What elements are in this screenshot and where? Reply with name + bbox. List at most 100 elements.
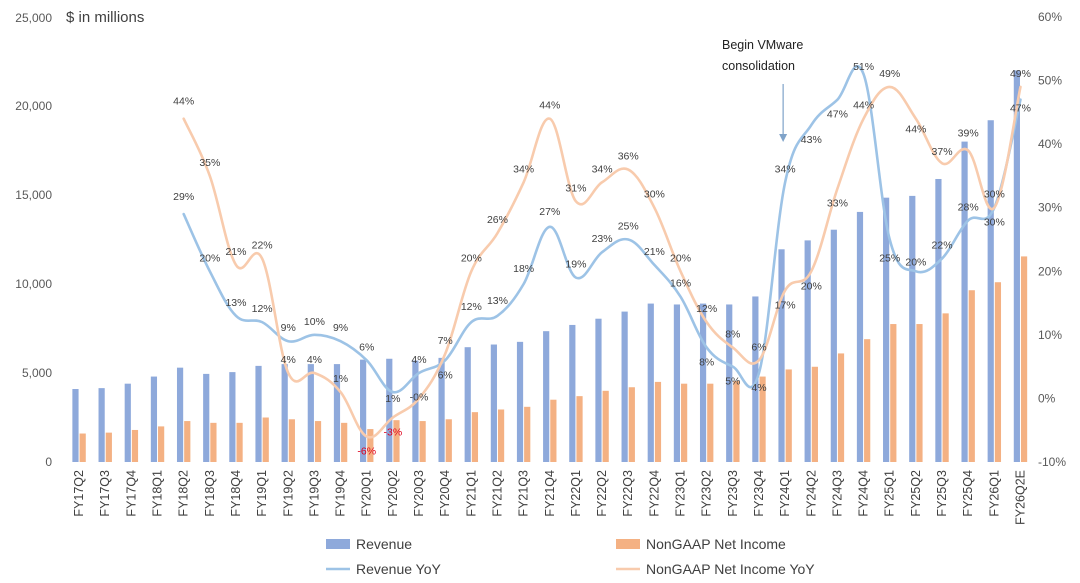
net-income-yoy-label: 34% [592, 163, 613, 175]
bar-series [72, 70, 1028, 463]
category-label: FY25Q1 [883, 470, 897, 517]
revenue-bar [203, 373, 210, 462]
revenue-yoy-label: 25% [618, 221, 639, 233]
category-label: FY26Q2E [1013, 470, 1027, 525]
revenue-yoy-label: 10% [304, 316, 325, 328]
revenue-yoy-label: 18% [513, 263, 534, 275]
revenue-yoy-label: 4% [411, 354, 426, 366]
legend-swatch [616, 539, 640, 549]
revenue-bar [333, 364, 341, 462]
net-income-bar [759, 376, 766, 462]
net-income-yoy-label: 37% [932, 146, 953, 158]
category-label: FY23Q2 [700, 470, 714, 517]
revenue-bar [72, 389, 79, 462]
data-labels: 29% 20% 13% 12% 9% 10% 9% 6% 1% 4% 6% 12% 13% 18% 27% 1… [173, 61, 1031, 457]
revenue-bar [699, 303, 707, 462]
net-income-bar [942, 313, 949, 462]
legend-label: Revenue YoY [356, 561, 442, 577]
net-income-bar [288, 419, 295, 462]
category-label: FY17Q2 [72, 470, 86, 517]
category-label: FY21Q1 [464, 470, 478, 517]
net-income-yoy-label: 17% [775, 299, 796, 311]
revenue-bar [124, 383, 131, 462]
net-income-yoy-label: 33% [827, 198, 848, 210]
net-income-bar [314, 421, 322, 462]
revenue-yoy-label: 29% [173, 191, 194, 203]
net-income-bar [393, 420, 400, 462]
net-income-bar [131, 429, 139, 462]
category-label: FY23Q4 [752, 470, 766, 517]
net-income-yoy-label: 39% [958, 128, 979, 140]
net-income-bar [105, 432, 112, 462]
revenue-bar [621, 311, 628, 462]
net-income-yoy-label: 4% [281, 354, 296, 366]
net-income-yoy-label: 21% [225, 246, 246, 258]
revenue-yoy-label: 16% [670, 278, 691, 290]
net-income-yoy-label: 44% [905, 124, 926, 136]
revenue-bar [909, 195, 916, 462]
category-label: FY23Q3 [726, 470, 740, 517]
net-income-yoy-line [182, 85, 1022, 439]
revenue-bar [726, 304, 733, 462]
net-income-bar [811, 366, 818, 462]
category-label: FY22Q4 [647, 470, 661, 517]
revenue-bar [281, 364, 288, 462]
legend: Revenue NonGAAP Net Income Revenue YoY NonG… [326, 536, 815, 577]
net-income-bar [497, 409, 505, 462]
category-label: FY20Q1 [360, 470, 374, 517]
right-axis: -10% 0% 10% 20% 30% 40% 50% 60% [1038, 10, 1066, 469]
category-label: FY20Q4 [438, 470, 452, 517]
right-tick-label: 50% [1038, 74, 1062, 88]
net-income-bar [994, 282, 1002, 462]
revenue-yoy-label: 47% [1010, 103, 1031, 115]
net-income-bar [79, 433, 86, 462]
revenue-bar [830, 229, 837, 462]
net-income-yoy-label: 8% [725, 329, 740, 341]
category-label: FY19Q2 [281, 470, 295, 517]
right-tick-label: -10% [1038, 455, 1066, 469]
net-income-yoy-label: 31% [565, 182, 586, 194]
net-income-bar [367, 429, 374, 462]
revenue-bar [987, 120, 994, 463]
net-income-bar [707, 383, 714, 462]
net-income-yoy-label: 26% [487, 214, 508, 226]
net-income-bar [184, 421, 191, 462]
category-label: FY23Q1 [674, 470, 688, 517]
revenue-yoy-label: 30% [984, 189, 1005, 201]
net-income-bar [864, 339, 871, 462]
left-tick-label: 25,000 [15, 11, 52, 25]
revenue-bar [961, 141, 968, 462]
left-tick-label: 10,000 [15, 277, 52, 291]
revenue-yoy-label: 9% [333, 322, 348, 334]
category-label: FY19Q4 [334, 470, 348, 517]
net-income-yoy-label: 12% [696, 303, 717, 315]
revenue-yoy-label: 43% [801, 134, 822, 146]
net-income-yoy-label: 34% [513, 163, 534, 175]
annotation-arrow-head [779, 134, 788, 142]
net-income-yoy-label: 49% [879, 68, 900, 80]
net-income-bar [210, 422, 217, 462]
revenue-yoy-line [182, 65, 1022, 394]
net-income-yoy-label: 20% [801, 280, 822, 292]
right-tick-label: 60% [1038, 10, 1062, 24]
revenue-yoy-label: 23% [592, 233, 613, 245]
revenue-bar [360, 359, 367, 462]
revenue-bar [229, 372, 236, 462]
revenue-yoy-label: 47% [827, 109, 848, 121]
revenue-yoy-label: 20% [199, 252, 220, 264]
annotation-text: Begin VMware [722, 38, 803, 52]
category-label: FY22Q3 [621, 470, 635, 517]
right-tick-label: 30% [1038, 201, 1062, 215]
revenue-yoy-label: 13% [487, 295, 508, 307]
legend-label: NonGAAP Net Income YoY [646, 561, 815, 577]
category-label: FY20Q2 [386, 470, 400, 517]
category-label: FY24Q2 [804, 470, 818, 517]
left-tick-label: 15,000 [15, 188, 52, 202]
net-income-bar [341, 422, 348, 462]
revenue-yoy-label: 20% [905, 256, 926, 268]
revenue-yoy-label: 27% [539, 206, 560, 218]
net-income-yoy-label: 36% [618, 151, 639, 163]
left-tick-label: 5,000 [22, 366, 52, 380]
revenue-yoy-label: 8% [699, 357, 714, 369]
